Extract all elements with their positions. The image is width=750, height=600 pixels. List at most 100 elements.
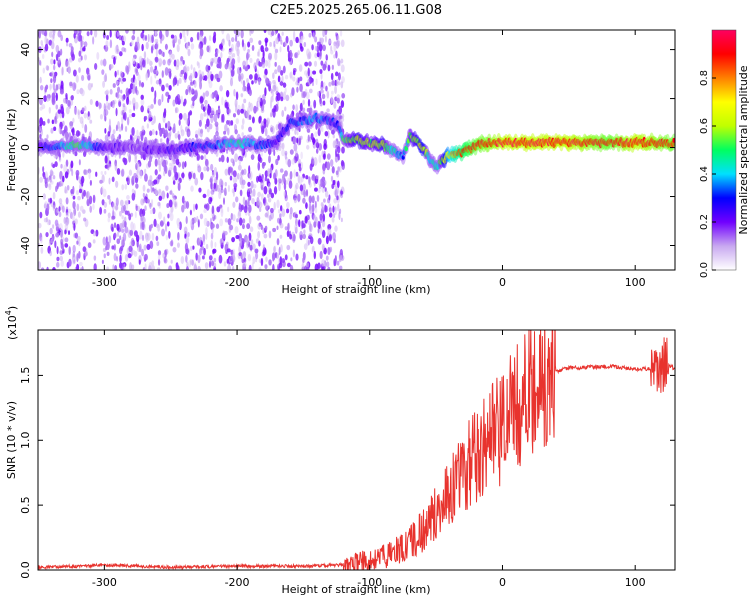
- noise-point: [202, 233, 206, 243]
- noise-point: [145, 72, 149, 79]
- noise-point: [331, 64, 334, 70]
- noise-point: [146, 198, 150, 204]
- noise-point: [238, 217, 243, 226]
- noise-point: [166, 83, 169, 88]
- noise-point: [61, 205, 65, 213]
- noise-point: [174, 107, 179, 114]
- noise-point: [199, 47, 204, 57]
- noise-point: [249, 102, 253, 112]
- noise-point: [271, 30, 275, 37]
- noise-point: [144, 168, 147, 175]
- noise-point: [245, 58, 248, 68]
- noise-point: [101, 69, 105, 75]
- noise-point: [177, 172, 180, 179]
- noise-point: [229, 224, 234, 231]
- y-tick-label: -20: [19, 188, 32, 206]
- noise-point: [155, 235, 159, 242]
- noise-point: [122, 232, 127, 242]
- noise-point: [276, 238, 280, 246]
- noise-point: [133, 230, 138, 237]
- noise-point: [154, 30, 157, 36]
- noise-point: [226, 258, 229, 264]
- noise-point: [273, 246, 276, 254]
- noise-point: [289, 71, 293, 79]
- noise-point: [150, 75, 153, 85]
- noise-point: [300, 135, 303, 140]
- noise-point: [87, 242, 92, 249]
- noise-point: [116, 48, 120, 55]
- noise-point: [121, 168, 125, 177]
- noise-point: [279, 222, 284, 229]
- noise-point: [155, 130, 158, 136]
- noise-point: [294, 190, 298, 197]
- noise-point: [311, 81, 314, 87]
- noise-point: [227, 166, 231, 176]
- noise-point: [269, 99, 273, 109]
- noise-point: [77, 32, 82, 42]
- noise-point: [303, 41, 307, 48]
- noise-point: [140, 32, 144, 39]
- noise-point: [210, 61, 214, 67]
- noise-point: [44, 35, 48, 45]
- noise-point: [186, 66, 190, 72]
- noise-point: [328, 194, 331, 201]
- noise-point: [264, 212, 268, 218]
- noise-point: [200, 171, 204, 181]
- noise-point: [162, 111, 167, 119]
- noise-point: [319, 89, 324, 94]
- noise-point: [250, 239, 254, 245]
- noise-point: [60, 80, 64, 90]
- noise-point: [272, 84, 277, 92]
- noise-point: [315, 138, 319, 148]
- spectrogram-marks: [38, 30, 675, 270]
- noise-point: [115, 124, 118, 132]
- noise-point: [153, 218, 157, 228]
- noise-point: [83, 112, 88, 119]
- noise-point: [246, 78, 249, 84]
- noise-point: [240, 93, 244, 98]
- noise-point: [204, 147, 209, 155]
- noise-point: [296, 86, 299, 93]
- noise-point: [164, 249, 167, 258]
- noise-point: [151, 34, 154, 44]
- noise-point: [250, 30, 254, 34]
- noise-point: [281, 31, 284, 36]
- noise-point: [258, 240, 261, 247]
- noise-point: [109, 39, 113, 49]
- noise-point: [40, 246, 44, 254]
- noise-point: [218, 43, 223, 50]
- noise-point: [53, 119, 58, 125]
- noise-point: [267, 30, 272, 36]
- noise-point: [249, 37, 254, 44]
- noise-point: [164, 223, 168, 232]
- noise-point: [187, 48, 191, 57]
- noise-point: [155, 79, 160, 85]
- noise-point: [299, 184, 304, 192]
- noise-point: [180, 55, 184, 62]
- noise-point: [239, 176, 244, 186]
- noise-point: [338, 265, 343, 270]
- noise-point: [61, 243, 64, 252]
- noise-point: [93, 195, 96, 203]
- noise-point: [221, 113, 225, 123]
- noise-point: [219, 85, 223, 92]
- noise-point: [292, 104, 295, 111]
- noise-point: [195, 133, 198, 138]
- noise-point: [190, 64, 193, 70]
- noise-point: [306, 128, 311, 133]
- noise-point: [108, 235, 112, 244]
- noise-point: [104, 127, 107, 134]
- noise-point: [77, 57, 82, 63]
- noise-point: [204, 75, 208, 82]
- noise-point: [142, 198, 147, 204]
- noise-point: [141, 59, 146, 68]
- noise-point: [118, 34, 122, 41]
- noise-point: [50, 58, 54, 65]
- noise-point: [221, 96, 224, 106]
- noise-point: [48, 183, 52, 191]
- noise-point: [49, 169, 54, 177]
- noise-point: [269, 167, 273, 175]
- noise-point: [168, 230, 171, 239]
- y-tick-label: -40: [19, 237, 32, 255]
- noise-point: [141, 234, 145, 242]
